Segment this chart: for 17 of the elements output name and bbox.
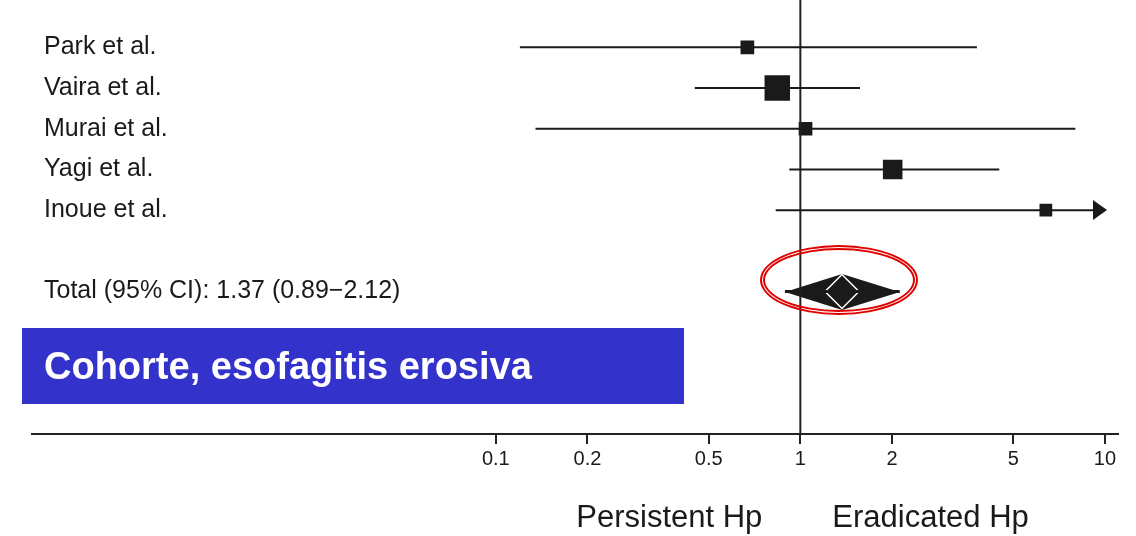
x-tick-label: 2: [886, 446, 898, 469]
y-tick-label: Inoue et al.: [44, 194, 168, 223]
y-tick-label: Vaira et al.: [44, 71, 162, 100]
x-tick-label: 0.1: [481, 446, 510, 469]
y-tick-label: Total (95% CI): 1.37 (0.89−2.12): [44, 275, 401, 304]
x-tick-label: 0.5: [694, 446, 723, 469]
x-tick-label: 0.2: [573, 446, 602, 469]
x-tick-label: 1: [794, 446, 806, 469]
y-tick-label: Yagi et al.: [44, 153, 154, 182]
y-tick-label: Park et al.: [44, 31, 157, 60]
text: Eradicated Hp: [832, 499, 1029, 534]
annotation: Cohorte, esofagitis erosiva: [44, 344, 532, 388]
x-tick-label: 10: [1093, 446, 1117, 469]
x-tick-label: 5: [1007, 446, 1019, 469]
text: Persistent Hp: [576, 499, 763, 534]
y-tick-label: Murai et al.: [44, 112, 168, 141]
caption-box: Cohorte, esofagitis erosiva: [22, 328, 684, 404]
